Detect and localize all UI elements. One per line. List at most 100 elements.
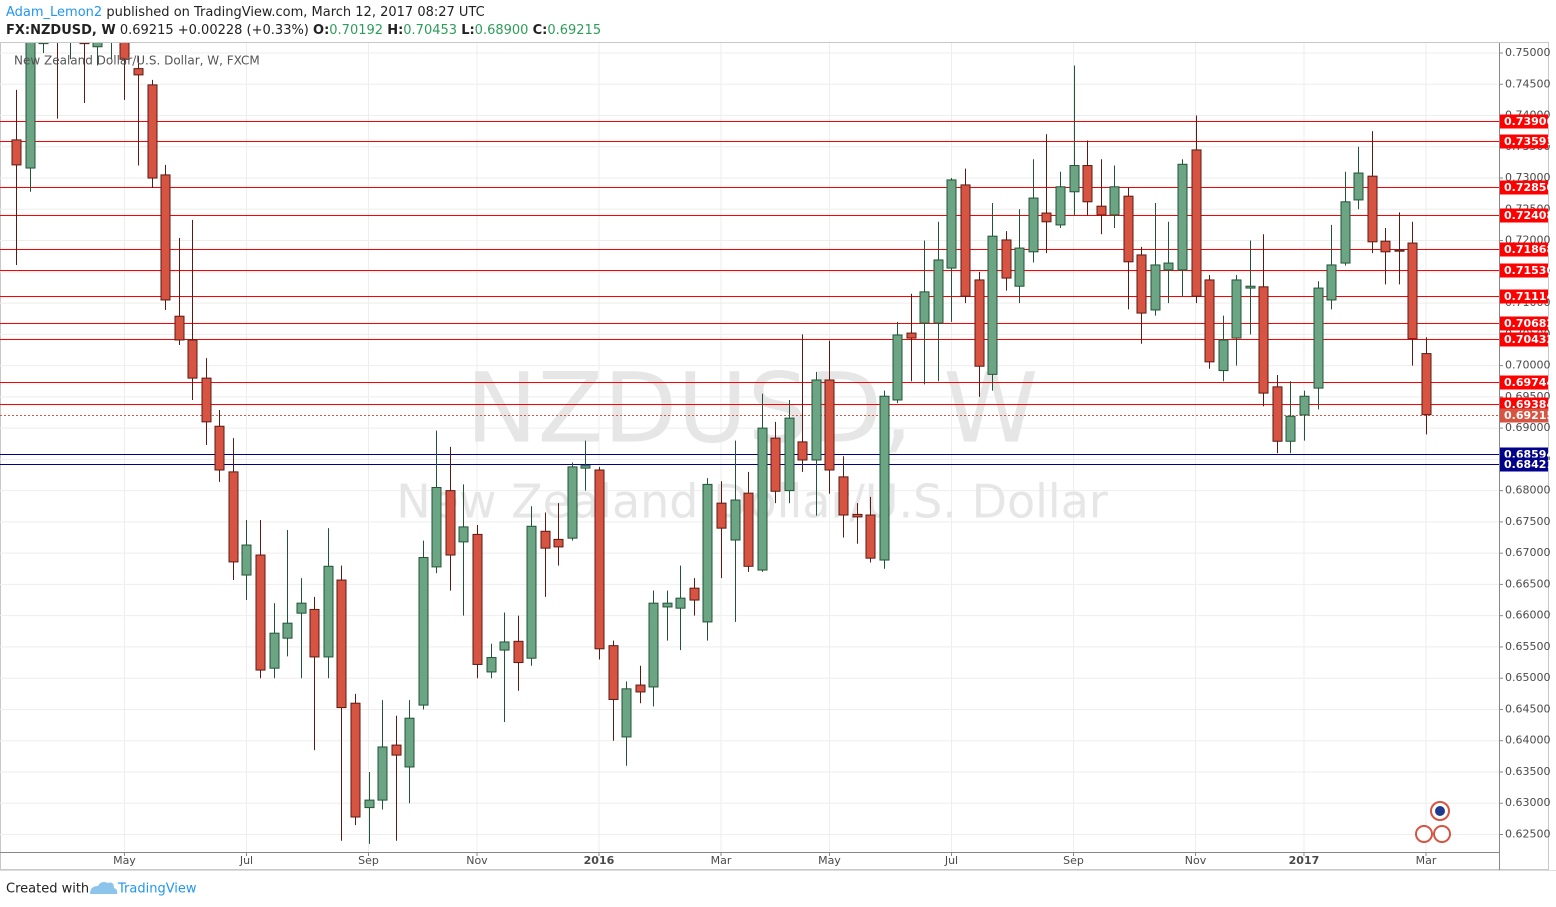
candle (418, 540, 429, 710)
candle-body (974, 279, 985, 367)
candle-body (404, 717, 415, 768)
low-label: L: (461, 23, 474, 38)
candle-body (160, 174, 171, 301)
candle (160, 164, 171, 310)
candle (133, 56, 144, 166)
candle (743, 471, 754, 572)
candle-body (716, 502, 727, 529)
author[interactable]: Adam_Lemon2 (6, 5, 102, 20)
candle (1109, 165, 1120, 229)
candle (635, 665, 646, 704)
watermark-symbol: NZDUSD, W (466, 352, 1039, 464)
open: 0.70192 (329, 23, 383, 38)
candle (906, 293, 917, 382)
candle (1123, 187, 1134, 310)
candle-body (1055, 186, 1066, 226)
y-tick-label: 0.64000 (1505, 734, 1551, 747)
candle-body (472, 533, 483, 665)
level-label-box (1500, 397, 1548, 412)
footer-brand[interactable]: TradingView (117, 882, 197, 897)
candle-body (757, 427, 768, 571)
candle (702, 478, 713, 641)
candle (79, 43, 90, 104)
candle-body (540, 530, 551, 549)
level-label: 0.71868 (1504, 243, 1554, 256)
x-tick-label: Nov (1185, 854, 1207, 867)
chart-title: New Zealand Dollar/U.S. Dollar, W, FXCM (14, 54, 260, 68)
candle (391, 715, 402, 841)
y-tick-label: 0.62500 (1505, 827, 1551, 840)
candle-body (1326, 264, 1337, 301)
candle-body (38, 43, 49, 45)
candle (648, 590, 659, 707)
candle (974, 271, 985, 397)
candle (1326, 224, 1337, 310)
candle-body (364, 799, 375, 809)
level-label: 0.70432 (1504, 333, 1554, 346)
candle-body (133, 68, 144, 76)
candle-body (811, 379, 822, 461)
candle (472, 525, 483, 679)
candle-body (323, 565, 334, 658)
candle (11, 89, 22, 265)
level-label-box (1500, 457, 1548, 472)
candle (933, 221, 944, 382)
quote-line: FX:NZDUSD, W 0.69215 +0.00228 (+0.33%) O… (6, 23, 601, 38)
candle (92, 43, 103, 66)
candle (675, 565, 686, 651)
y-tick-label: 0.66000 (1505, 609, 1551, 622)
candle (580, 440, 591, 491)
published: published on TradingView.com, March 12, … (106, 5, 484, 20)
candle (486, 643, 497, 679)
candle (1069, 65, 1080, 216)
candle (608, 640, 619, 741)
candle-body (1136, 254, 1147, 314)
candle-body (1177, 163, 1188, 271)
candle (38, 43, 49, 54)
x-tick-label: Mar (1416, 854, 1437, 867)
close: 0.69215 (547, 23, 601, 38)
candle-body (486, 657, 497, 673)
candle (824, 340, 835, 494)
candle-body (1313, 287, 1324, 389)
candle-body (892, 334, 903, 401)
change: +0.00228 (+0.33%) (178, 23, 309, 38)
candle (594, 466, 605, 660)
close-label: C: (533, 23, 548, 38)
candle (1150, 203, 1161, 316)
candle (364, 771, 375, 844)
candle-body (418, 557, 429, 706)
candle-body (1258, 286, 1269, 394)
candle-body (1069, 165, 1080, 193)
candle-body (92, 43, 103, 48)
candle (1055, 171, 1066, 229)
y-tick-label: 0.75000 (1505, 46, 1551, 59)
candle-body (1163, 262, 1174, 271)
candle (716, 481, 727, 579)
candle-body (865, 514, 876, 559)
candle-body (1096, 205, 1107, 216)
candle-body (879, 395, 890, 561)
candle-body (1218, 339, 1229, 372)
candle (1218, 315, 1229, 382)
candle-body (1109, 186, 1120, 216)
candle (1191, 115, 1202, 304)
candle-body (770, 437, 781, 492)
layer: 0.62500 0.63000 0.63500 0.64000 0.64500 0.650… (113, 46, 1554, 867)
level-label: 0.70682 (1504, 317, 1554, 330)
candle-body (689, 587, 700, 601)
candle-body (1380, 240, 1391, 253)
candle (458, 484, 469, 616)
tv-logo (90, 882, 118, 894)
level-label: 0.73906 (1504, 115, 1554, 128)
level-label-box (1500, 289, 1548, 304)
candle-body (1082, 165, 1093, 203)
candle-body (1299, 395, 1310, 416)
y-tick-label: 0.67000 (1505, 546, 1551, 559)
level-label: 0.73591 (1504, 135, 1554, 148)
candle (1245, 240, 1256, 335)
candle (1041, 134, 1052, 254)
candle-body (499, 641, 510, 651)
candle (662, 590, 673, 641)
